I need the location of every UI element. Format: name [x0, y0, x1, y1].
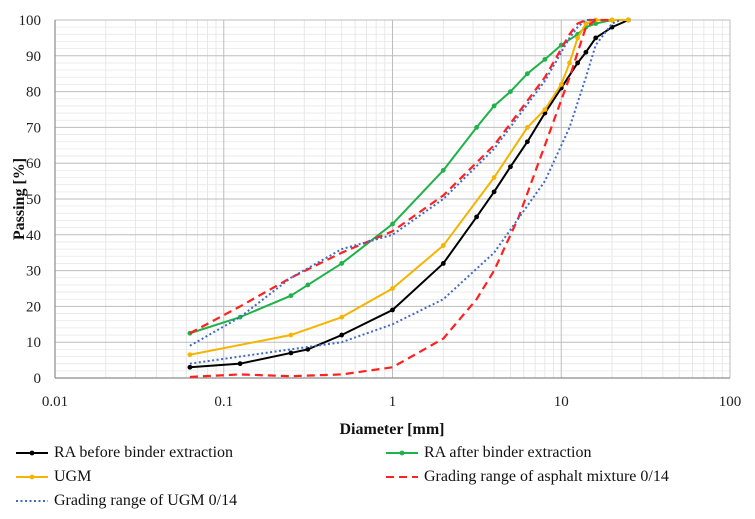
- y-tick-label: 40: [26, 228, 41, 244]
- series-point: [524, 139, 530, 145]
- series-point: [542, 107, 548, 112]
- series-group: [187, 17, 631, 379]
- series-point: [491, 189, 497, 195]
- series-point: [524, 71, 530, 77]
- y-tick-label: 80: [26, 85, 41, 101]
- y-tick-label: 30: [26, 264, 41, 280]
- series-point: [508, 89, 513, 94]
- series-point: [440, 243, 446, 248]
- legend-swatch: [16, 500, 48, 502]
- series-point: [583, 21, 589, 26]
- y-tick-label: 0: [34, 371, 42, 387]
- series-point: [593, 35, 599, 41]
- legend-label: UGM: [54, 468, 92, 485]
- y-tick-label: 90: [26, 49, 41, 65]
- axes: [54, 20, 730, 379]
- series-point: [305, 282, 311, 288]
- legend-item: RA before binder extraction: [14, 442, 233, 464]
- series-point: [593, 21, 599, 26]
- series-point: [237, 361, 243, 367]
- tick-labels: 0.01 0.1 1 10 100 0 10 20 30 40 50 60 70 80 90 100: [19, 13, 742, 410]
- series-point: [390, 307, 395, 313]
- series-point: [524, 125, 530, 130]
- series-point: [491, 175, 497, 180]
- legend-label: Grading range of UGM 0/14: [54, 492, 238, 509]
- series-point: [491, 103, 497, 109]
- y-tick-label: 100: [19, 13, 42, 29]
- legend-item: Grading range of UGM 0/14: [14, 490, 237, 512]
- x-axis-title: Diameter [mm]: [340, 421, 445, 438]
- series-point: [390, 221, 395, 227]
- series-point: [339, 314, 345, 320]
- series-point: [474, 214, 479, 220]
- legend-label: Grading range of asphalt mixture 0/14: [424, 468, 669, 485]
- series-point: [288, 293, 294, 299]
- series-point: [440, 261, 446, 266]
- x-tick-label: 100: [719, 394, 742, 410]
- series-point: [390, 286, 395, 291]
- legend-swatch: [16, 474, 48, 480]
- series-point: [558, 82, 564, 87]
- legend-item: UGM: [14, 466, 91, 488]
- series-point: [339, 261, 345, 266]
- series-line: [189, 19, 629, 335]
- grid: [54, 19, 731, 379]
- series-point: [575, 35, 581, 41]
- x-tick-label: 1: [389, 394, 397, 410]
- series-point: [575, 60, 581, 66]
- legend-label: RA before binder extraction: [54, 444, 234, 461]
- series-line: [189, 18, 596, 335]
- x-tick-label: 0.1: [214, 394, 233, 410]
- legend-swatch: [386, 450, 418, 456]
- series-line: [189, 19, 629, 369]
- y-tick-label: 20: [26, 299, 41, 315]
- series-point: [187, 352, 193, 358]
- y-tick-label: 50: [26, 192, 41, 208]
- legend-item: RA after binder extraction: [384, 442, 592, 464]
- legend: RA before binder extraction RA after bind…: [14, 442, 749, 516]
- y-tick-label: 70: [26, 120, 41, 136]
- series-point: [609, 17, 615, 23]
- series-point: [187, 364, 193, 370]
- series-point: [567, 60, 572, 66]
- series-point: [583, 49, 589, 55]
- series-line: [189, 18, 613, 379]
- series-point: [288, 332, 294, 338]
- legend-label: RA after binder extraction: [424, 444, 592, 461]
- y-tick-label: 60: [26, 156, 41, 172]
- x-tick-label: 0.01: [42, 394, 68, 410]
- series-point: [508, 164, 513, 170]
- legend-swatch: [16, 450, 48, 456]
- y-axis-title: Passing [%]: [11, 158, 28, 240]
- chart: 0.01 0.1 1 10 100 0 10 20 30 40 50 60 70 80 90 100 Diam…: [11, 13, 742, 438]
- legend-item: Grading range of asphalt mixture 0/14: [384, 466, 669, 488]
- series-point: [440, 167, 446, 173]
- series-point: [305, 346, 311, 352]
- series-point: [339, 332, 345, 338]
- x-tick-label: 10: [554, 394, 569, 410]
- y-tick-label: 10: [26, 335, 41, 351]
- series-point: [474, 125, 479, 130]
- series-point: [288, 350, 294, 356]
- series-point: [542, 56, 548, 62]
- legend-swatch: [386, 476, 418, 478]
- series-point: [626, 17, 631, 23]
